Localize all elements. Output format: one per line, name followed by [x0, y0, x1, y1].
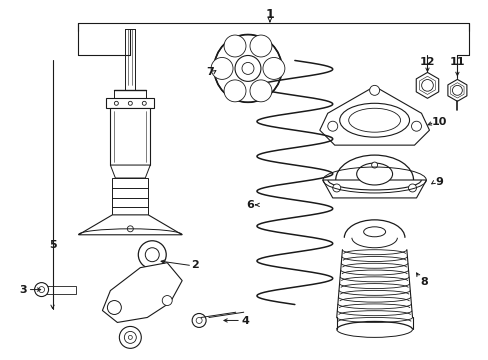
Circle shape: [162, 296, 172, 306]
Text: 12: 12: [419, 58, 434, 67]
Text: 8: 8: [420, 276, 427, 287]
Circle shape: [107, 301, 121, 315]
Polygon shape: [106, 98, 154, 108]
Text: 1: 1: [265, 8, 274, 21]
Polygon shape: [415, 72, 438, 98]
Circle shape: [249, 35, 271, 57]
Ellipse shape: [363, 227, 385, 237]
Circle shape: [369, 85, 379, 95]
Circle shape: [39, 287, 44, 293]
FancyBboxPatch shape: [112, 178, 148, 215]
Circle shape: [145, 248, 159, 262]
FancyBboxPatch shape: [110, 108, 150, 165]
Polygon shape: [319, 86, 428, 145]
Circle shape: [128, 101, 132, 105]
Circle shape: [138, 241, 166, 269]
Text: 2: 2: [191, 260, 199, 270]
Circle shape: [119, 327, 141, 348]
Circle shape: [224, 35, 245, 57]
Circle shape: [327, 121, 337, 131]
Circle shape: [235, 55, 261, 81]
Text: 11: 11: [449, 58, 464, 67]
Text: 6: 6: [245, 200, 253, 210]
Polygon shape: [78, 215, 182, 235]
Polygon shape: [447, 80, 466, 101]
Circle shape: [242, 62, 253, 75]
Text: 4: 4: [241, 316, 248, 327]
Circle shape: [127, 226, 133, 232]
Polygon shape: [110, 165, 150, 178]
Polygon shape: [102, 263, 182, 323]
Ellipse shape: [356, 163, 392, 185]
Circle shape: [371, 162, 377, 168]
Circle shape: [332, 184, 340, 192]
Circle shape: [128, 336, 132, 339]
Ellipse shape: [339, 103, 408, 137]
Circle shape: [407, 184, 416, 192]
Text: 10: 10: [431, 117, 446, 127]
Circle shape: [142, 101, 146, 105]
Circle shape: [224, 80, 245, 102]
Circle shape: [451, 85, 461, 95]
Text: 9: 9: [435, 177, 443, 187]
FancyBboxPatch shape: [44, 285, 76, 293]
Circle shape: [192, 314, 205, 328]
Circle shape: [124, 332, 136, 343]
Circle shape: [211, 58, 233, 80]
Circle shape: [263, 58, 285, 80]
Ellipse shape: [348, 108, 400, 132]
Text: 3: 3: [19, 284, 26, 294]
Circle shape: [214, 35, 281, 102]
Text: 5: 5: [49, 240, 56, 250]
Circle shape: [249, 80, 271, 102]
Circle shape: [421, 80, 432, 91]
Circle shape: [411, 121, 421, 131]
Text: 7: 7: [206, 67, 214, 77]
Polygon shape: [322, 180, 426, 198]
Circle shape: [114, 101, 118, 105]
Circle shape: [35, 283, 48, 297]
Circle shape: [196, 318, 202, 323]
